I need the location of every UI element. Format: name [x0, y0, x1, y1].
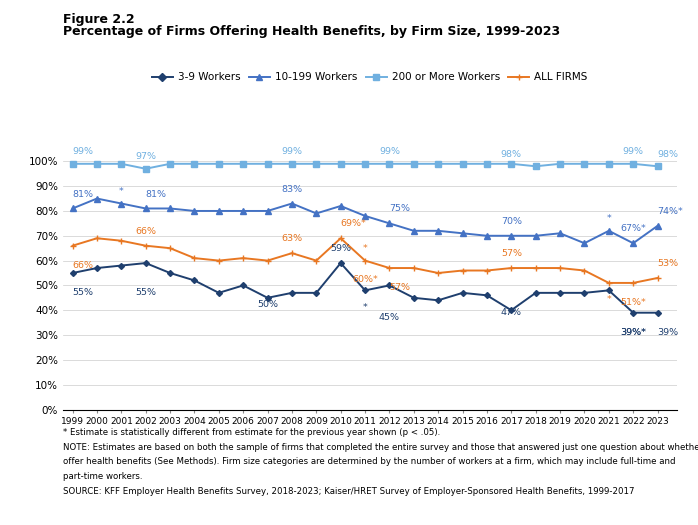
- Text: 98%: 98%: [658, 150, 678, 159]
- Text: 39%*: 39%*: [621, 328, 646, 337]
- Text: 66%: 66%: [135, 227, 156, 236]
- Text: 55%: 55%: [135, 288, 156, 297]
- Text: 63%: 63%: [281, 234, 302, 243]
- Legend: 3-9 Workers, 10-199 Workers, 200 or More Workers, ALL FIRMS: 3-9 Workers, 10-199 Workers, 200 or More…: [148, 68, 592, 86]
- Text: Percentage of Firms Offering Health Benefits, by Firm Size, 1999-2023: Percentage of Firms Offering Health Bene…: [63, 25, 560, 38]
- Text: 83%: 83%: [281, 185, 302, 194]
- Text: 97%: 97%: [135, 152, 156, 161]
- Text: SOURCE: KFF Employer Health Benefits Survey, 2018-2023; Kaiser/HRET Survey of Em: SOURCE: KFF Employer Health Benefits Sur…: [63, 487, 634, 496]
- Text: 99%: 99%: [623, 148, 644, 156]
- Text: 99%: 99%: [73, 148, 94, 156]
- Text: 67%*: 67%*: [621, 224, 646, 233]
- Text: 55%: 55%: [73, 288, 94, 297]
- Text: 99%: 99%: [281, 148, 302, 156]
- Text: 57%: 57%: [389, 283, 410, 292]
- Text: 81%: 81%: [146, 190, 167, 198]
- Text: *: *: [363, 303, 367, 312]
- Text: 53%: 53%: [658, 259, 678, 268]
- Text: part-time workers.: part-time workers.: [63, 472, 142, 481]
- Text: 74%*: 74%*: [658, 207, 683, 216]
- Text: 45%: 45%: [379, 313, 400, 322]
- Text: *: *: [607, 296, 611, 304]
- Text: 66%: 66%: [73, 260, 94, 270]
- Text: 75%: 75%: [389, 204, 410, 214]
- Text: *: *: [607, 214, 611, 223]
- Text: offer health benefits (See Methods). Firm size categories are determined by the : offer health benefits (See Methods). Fir…: [63, 457, 676, 466]
- Text: *: *: [119, 187, 124, 196]
- Text: 70%: 70%: [500, 217, 522, 226]
- Text: *: *: [363, 244, 367, 253]
- Text: 39%*: 39%*: [621, 328, 646, 337]
- Text: 50%: 50%: [257, 300, 278, 309]
- Text: 59%: 59%: [330, 244, 351, 253]
- Text: 99%: 99%: [379, 148, 400, 156]
- Text: 69%*: 69%*: [341, 219, 366, 228]
- Text: * Estimate is statistically different from estimate for the previous year shown : * Estimate is statistically different fr…: [63, 428, 440, 437]
- Text: 51%*: 51%*: [621, 298, 646, 307]
- Text: NOTE: Estimates are based on both the sample of firms that completed the entire : NOTE: Estimates are based on both the sa…: [63, 443, 698, 452]
- Text: 98%: 98%: [500, 150, 522, 159]
- Text: Figure 2.2: Figure 2.2: [63, 13, 135, 26]
- Text: 39%: 39%: [658, 328, 678, 337]
- Text: 57%: 57%: [500, 249, 522, 258]
- Text: 47%: 47%: [500, 308, 522, 317]
- Text: 81%: 81%: [73, 190, 94, 198]
- Text: 60%*: 60%*: [352, 276, 378, 285]
